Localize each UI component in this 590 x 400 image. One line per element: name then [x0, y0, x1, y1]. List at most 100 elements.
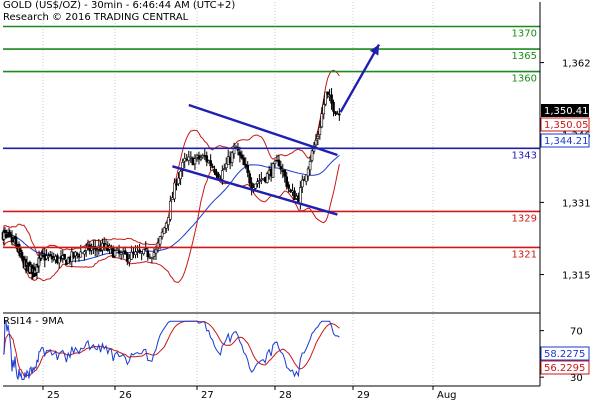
rsi-tick-label: 70 [570, 327, 583, 338]
candle-body [265, 173, 269, 183]
rsi-marker-ma9: 56.2295 [544, 363, 585, 374]
candle-body [75, 253, 79, 255]
candle-body [126, 253, 129, 262]
candle-body [160, 231, 164, 238]
rsi-label: RSI14 - 9MA [3, 316, 64, 327]
candle-body [175, 183, 178, 186]
candle-body [320, 113, 324, 128]
channel-upper-line [188, 103, 338, 157]
candle-body [293, 190, 296, 200]
candle-body [130, 251, 133, 260]
candle-body [273, 160, 277, 165]
candle-body [304, 174, 308, 182]
candle-body [79, 251, 83, 258]
chart-title: GOLD (US$/OZ) - 30min - 6:46:44 AM (UTC+… [3, 0, 236, 11]
candle-body [162, 227, 166, 234]
candle-body [248, 173, 251, 184]
candle-body [189, 156, 193, 159]
candle-body [134, 251, 137, 256]
candle-body [223, 168, 226, 170]
candle-body [128, 258, 131, 263]
candle-body [240, 154, 244, 159]
candle-body [50, 255, 54, 260]
candle-body [242, 157, 246, 166]
level-label-1360: 1360 [512, 74, 537, 85]
price-marker-upper-band: 1,350.05 [544, 120, 589, 131]
candle-body [199, 157, 203, 160]
time-tick-label-27: 27 [201, 390, 214, 400]
candle-body [217, 173, 220, 178]
candlestick-series [1, 88, 341, 281]
candle-body [221, 170, 224, 180]
candle-body [119, 252, 123, 255]
candle-body [113, 250, 117, 257]
candle-body [90, 248, 93, 251]
time-tick-label-Aug: Aug [437, 390, 457, 400]
candle-body [152, 252, 156, 257]
rsi-marker-rsi: 58.2275 [544, 349, 585, 360]
rsi-tick-label: 30 [570, 373, 583, 384]
price-marker-box-last [541, 104, 589, 117]
candle-body [254, 183, 257, 189]
candle-body [169, 200, 172, 220]
candle-body [326, 91, 329, 95]
candle-body [318, 127, 322, 135]
candle-body [332, 102, 335, 112]
candle-body [154, 249, 158, 254]
candle-body [246, 165, 249, 173]
level-label-1329: 1329 [512, 213, 537, 224]
level-label-1343: 1343 [512, 150, 537, 161]
candle-body [299, 187, 302, 205]
rsi-marker-box-ma9 [540, 360, 590, 375]
price-tick-label: 1,362 [562, 59, 590, 70]
price-marker-box-moving-average [540, 133, 590, 148]
candle-body [322, 104, 326, 115]
candle-body [181, 162, 184, 171]
candle-body [138, 249, 141, 253]
level-label-1321: 1321 [512, 249, 537, 260]
candle-body [63, 253, 66, 259]
candle-body [197, 155, 201, 160]
price-tick-label: 1,331 [562, 198, 590, 209]
candle-body [187, 156, 191, 161]
time-tick-label-25: 25 [47, 390, 60, 400]
candle-body [48, 254, 52, 256]
candle-body [230, 152, 234, 163]
indicator-overlays [2, 69, 340, 283]
candle-body [334, 111, 337, 115]
candle-body [238, 151, 242, 156]
candle-body [146, 250, 150, 258]
candle-body [167, 217, 170, 226]
candle-body [140, 251, 143, 254]
candle-body [150, 257, 154, 259]
candle-body [215, 171, 218, 176]
candle-body [224, 163, 228, 169]
level-label-1365: 1365 [512, 51, 537, 62]
price-marker-last: 1,350.41 [544, 106, 589, 117]
level-label-1370: 1370 [512, 29, 537, 40]
candle-body [314, 139, 318, 146]
forecast-arrow-head [369, 44, 379, 56]
candle-body [205, 155, 209, 162]
candle-body [57, 257, 61, 264]
candle-body [115, 248, 119, 251]
candle-body [14, 236, 18, 244]
candle-body [287, 184, 290, 189]
candle-body [171, 197, 174, 201]
rsi-line [3, 320, 340, 380]
candle-body [177, 177, 180, 184]
candle-body [213, 168, 216, 173]
candle-body [300, 179, 304, 188]
candle-body [83, 251, 86, 255]
candle-body [285, 176, 289, 187]
candle-body [271, 163, 275, 178]
support-resistance-levels: 1370 1365 1360 1343 1329 1321 [3, 25, 540, 260]
rsi-marker-box-rsi [540, 346, 590, 361]
candle-body [193, 158, 197, 165]
time-tick-label-29: 29 [357, 390, 370, 400]
candle-body [330, 94, 333, 104]
candle-body [310, 150, 314, 161]
time-tick-label-28: 28 [279, 390, 292, 400]
candle-body [209, 160, 212, 167]
